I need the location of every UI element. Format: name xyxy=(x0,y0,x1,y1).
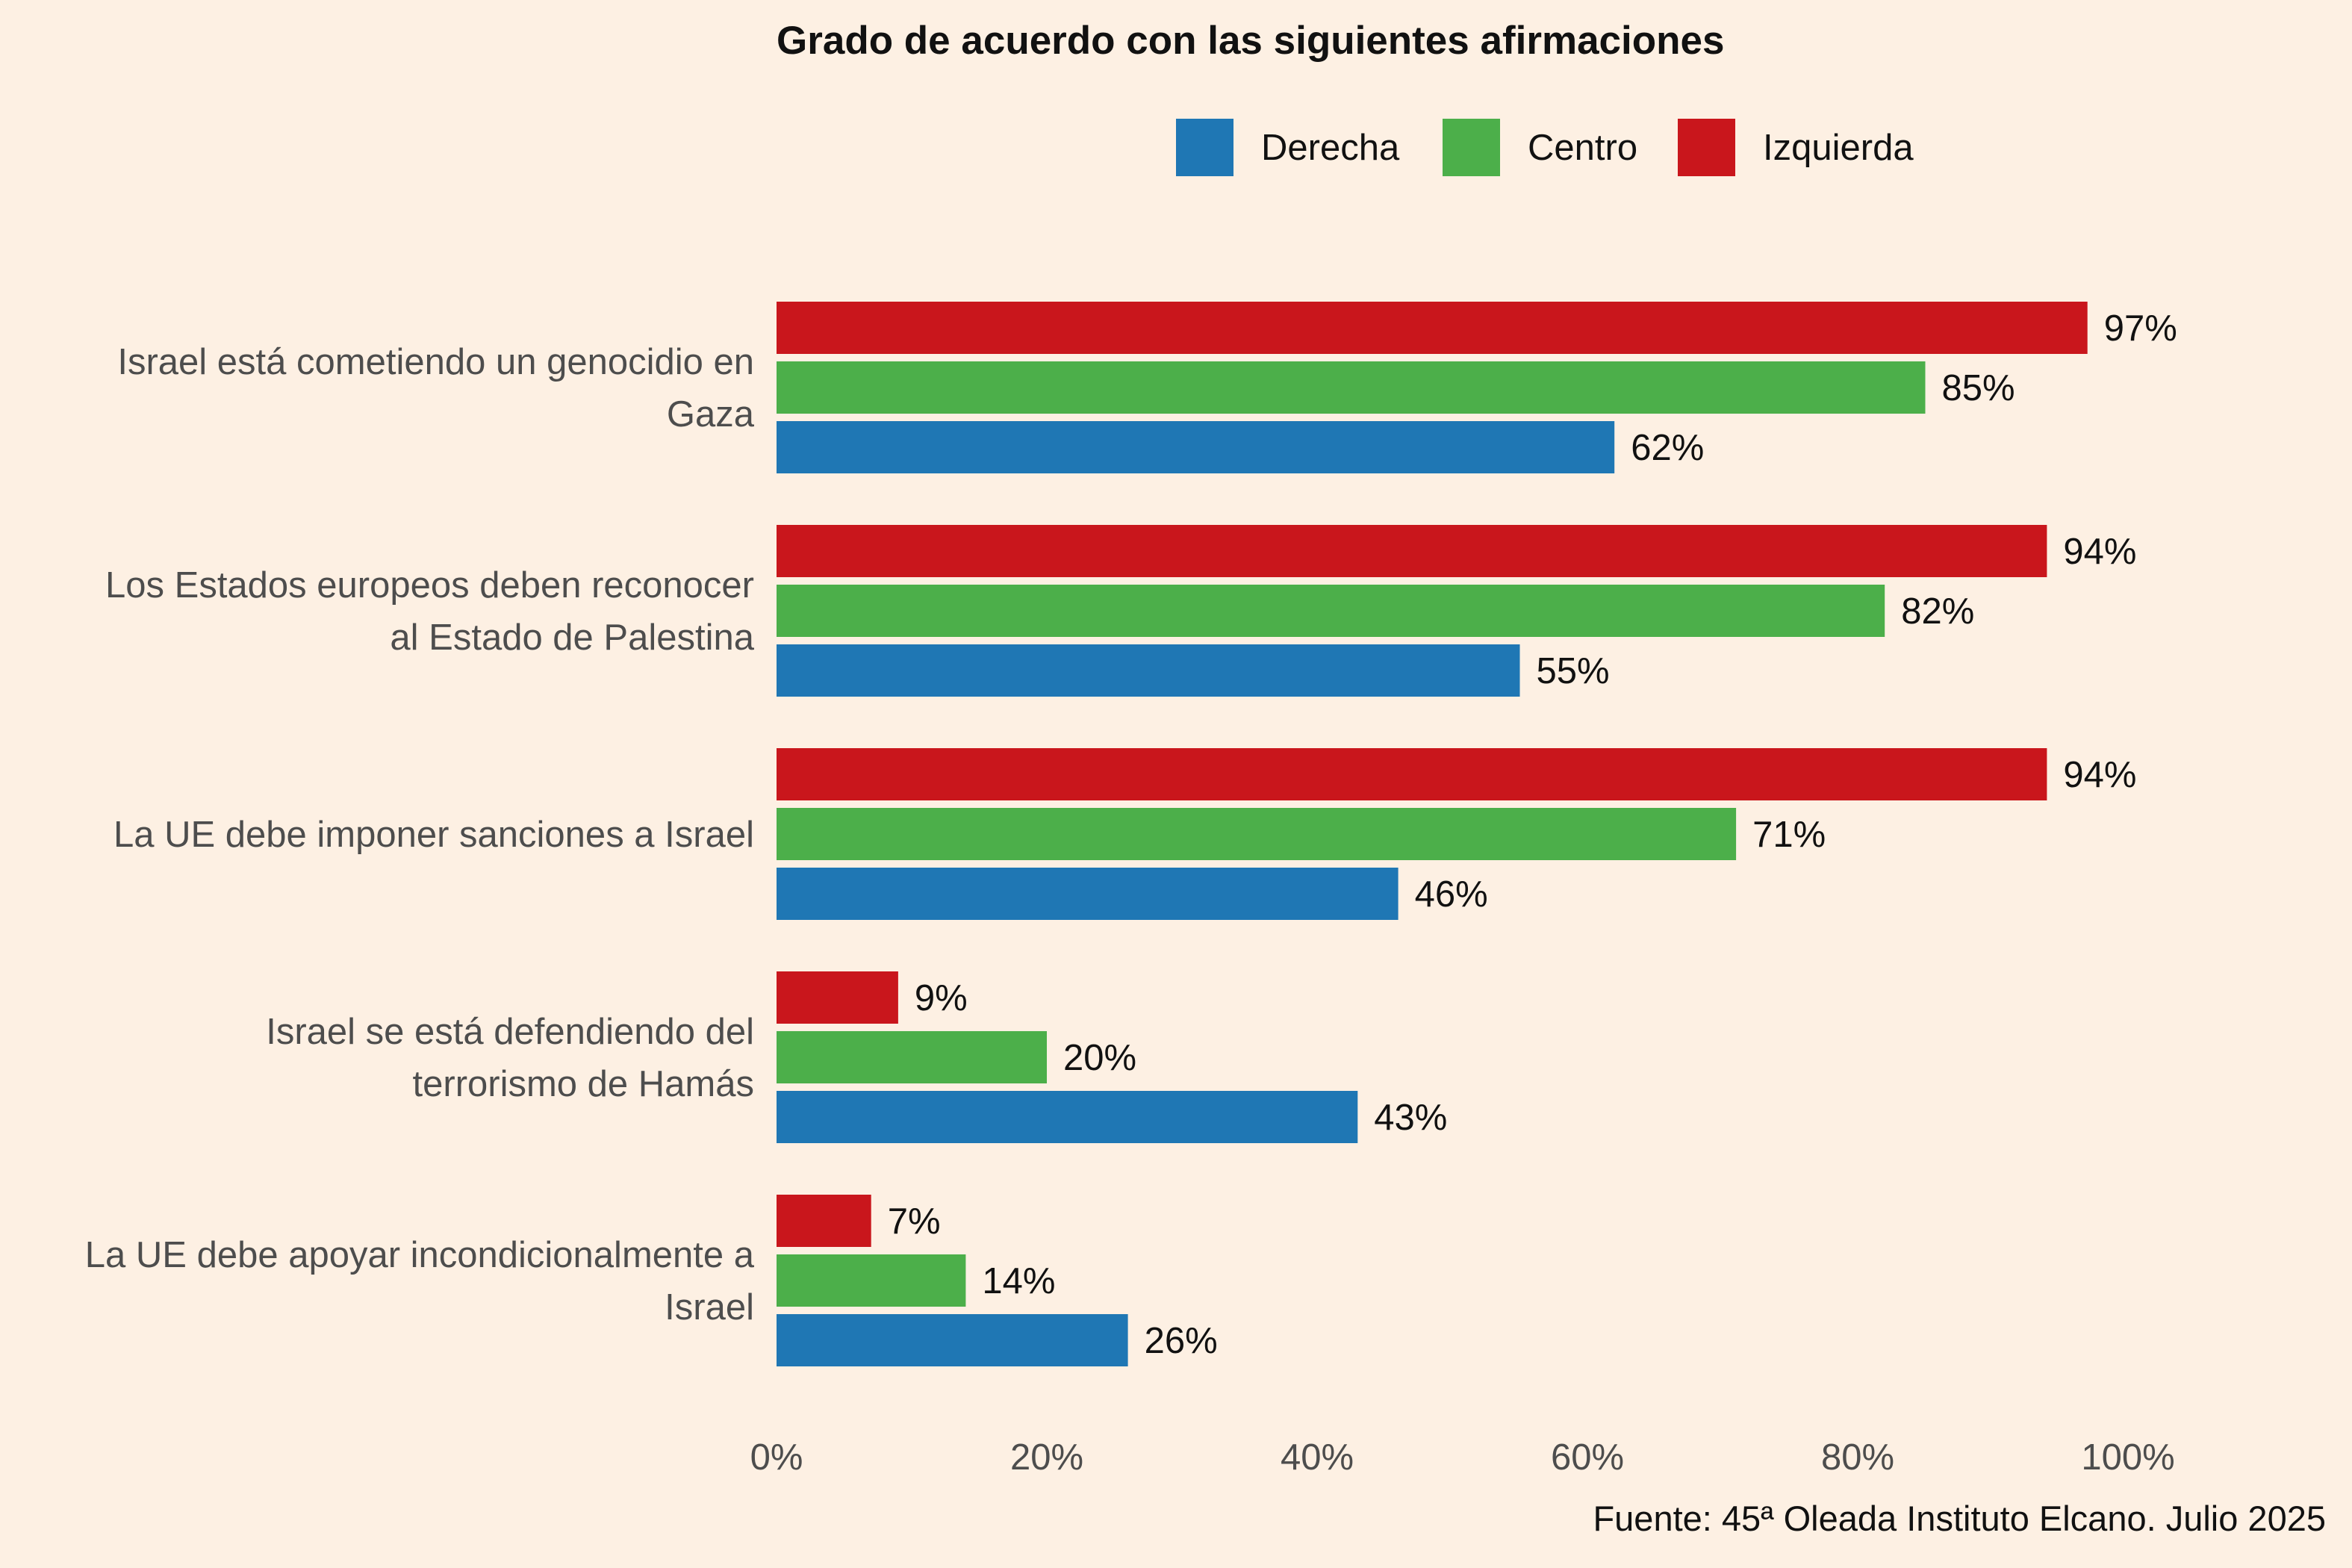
x-tick-label-40: 40% xyxy=(1281,1437,1354,1478)
category-label-3: La UE debe imponer sanciones a Israel xyxy=(113,815,754,855)
value-labels: 97% 85% 62% 94% 82% 55% 94% 71% 46% 9% 20% 43% 7% 14%… xyxy=(888,308,2177,1361)
value-label-centro-1: 85% xyxy=(1942,368,2015,408)
category-label-line: La UE debe imponer sanciones a Israel xyxy=(113,815,754,855)
bar-derecha-2 xyxy=(777,644,1520,697)
bar-centro-3 xyxy=(777,808,1737,860)
category-label-5: La UE debe apoyar incondicionalmente a Is… xyxy=(85,1235,755,1328)
category-label-line: terrorismo de Hamás xyxy=(413,1064,754,1104)
x-tick-label-80: 80% xyxy=(1821,1437,1894,1478)
x-tick-label-20: 20% xyxy=(1010,1437,1083,1478)
category-label-2: Los Estados europeos deben reconocer al E… xyxy=(105,565,755,658)
value-label-centro-3: 71% xyxy=(1752,815,1826,855)
legend-label-centro: Centro xyxy=(1528,128,1637,168)
category-label-line: Gaza xyxy=(667,394,755,435)
bar-centro-5 xyxy=(777,1254,966,1307)
bar-izquierda-2 xyxy=(777,525,2047,577)
bar-centro-2 xyxy=(777,585,1885,637)
value-label-derecha-5: 26% xyxy=(1145,1321,1218,1361)
bar-izquierda-1 xyxy=(777,302,2088,354)
chart-title: Grado de acuerdo con las siguientes afir… xyxy=(777,19,1724,63)
category-label-line: al Estado de Palestina xyxy=(390,617,754,658)
value-label-derecha-2: 55% xyxy=(1537,651,1610,691)
value-label-izquierda-3: 94% xyxy=(2063,755,2136,795)
x-tick-label-60: 60% xyxy=(1551,1437,1624,1478)
value-label-izquierda-5: 7% xyxy=(888,1201,941,1242)
category-label-line: Israel xyxy=(665,1287,754,1328)
source-note: Fuente: 45ª Oleada Instituto Elcano. Jul… xyxy=(1593,1499,2326,1538)
category-label-line: Los Estados europeos deben reconocer xyxy=(105,565,754,606)
legend-label-izquierda: Izquierda xyxy=(1763,128,1914,168)
legend-label-derecha: Derecha xyxy=(1261,128,1400,168)
value-label-centro-4: 20% xyxy=(1063,1038,1136,1078)
x-tick-label-100: 100% xyxy=(2081,1437,2174,1478)
bar-derecha-1 xyxy=(777,421,1615,473)
category-label-1: Israel está cometiendo un genocidio en Ga… xyxy=(117,342,754,435)
category-label-line: Israel se está defendiendo del xyxy=(266,1012,754,1052)
legend-swatch-derecha xyxy=(1176,119,1233,176)
legend-swatch-centro xyxy=(1443,119,1500,176)
value-label-izquierda-2: 94% xyxy=(2063,532,2136,572)
x-axis: 0% 20% 40% 60% 80% 100% xyxy=(750,1437,2175,1478)
bar-izquierda-5 xyxy=(777,1195,871,1247)
bar-centro-1 xyxy=(777,361,1926,414)
bars xyxy=(777,302,2088,1366)
legend: Derecha Centro Izquierda xyxy=(1176,119,1914,176)
bar-izquierda-4 xyxy=(777,971,898,1024)
bar-centro-4 xyxy=(777,1031,1047,1083)
bar-derecha-4 xyxy=(777,1091,1358,1143)
value-label-izquierda-4: 9% xyxy=(915,978,968,1018)
value-label-derecha-3: 46% xyxy=(1415,874,1488,915)
category-labels: Israel está cometiendo un genocidio en Ga… xyxy=(85,342,755,1328)
value-label-centro-5: 14% xyxy=(982,1261,1055,1301)
value-label-derecha-1: 62% xyxy=(1631,428,1704,468)
bar-derecha-5 xyxy=(777,1314,1128,1366)
value-label-izquierda-1: 97% xyxy=(2104,308,2177,349)
value-label-centro-2: 82% xyxy=(1901,591,1974,632)
x-tick-label-0: 0% xyxy=(750,1437,803,1478)
category-label-4: Israel se está defendiendo del terrorismo… xyxy=(266,1012,754,1104)
bar-izquierda-3 xyxy=(777,748,2047,800)
value-label-derecha-4: 43% xyxy=(1374,1098,1447,1138)
legend-swatch-izquierda xyxy=(1678,119,1735,176)
bar-derecha-3 xyxy=(777,868,1399,920)
category-label-line: La UE debe apoyar incondicionalmente a xyxy=(85,1235,755,1275)
category-label-line: Israel está cometiendo un genocidio en xyxy=(117,342,754,382)
